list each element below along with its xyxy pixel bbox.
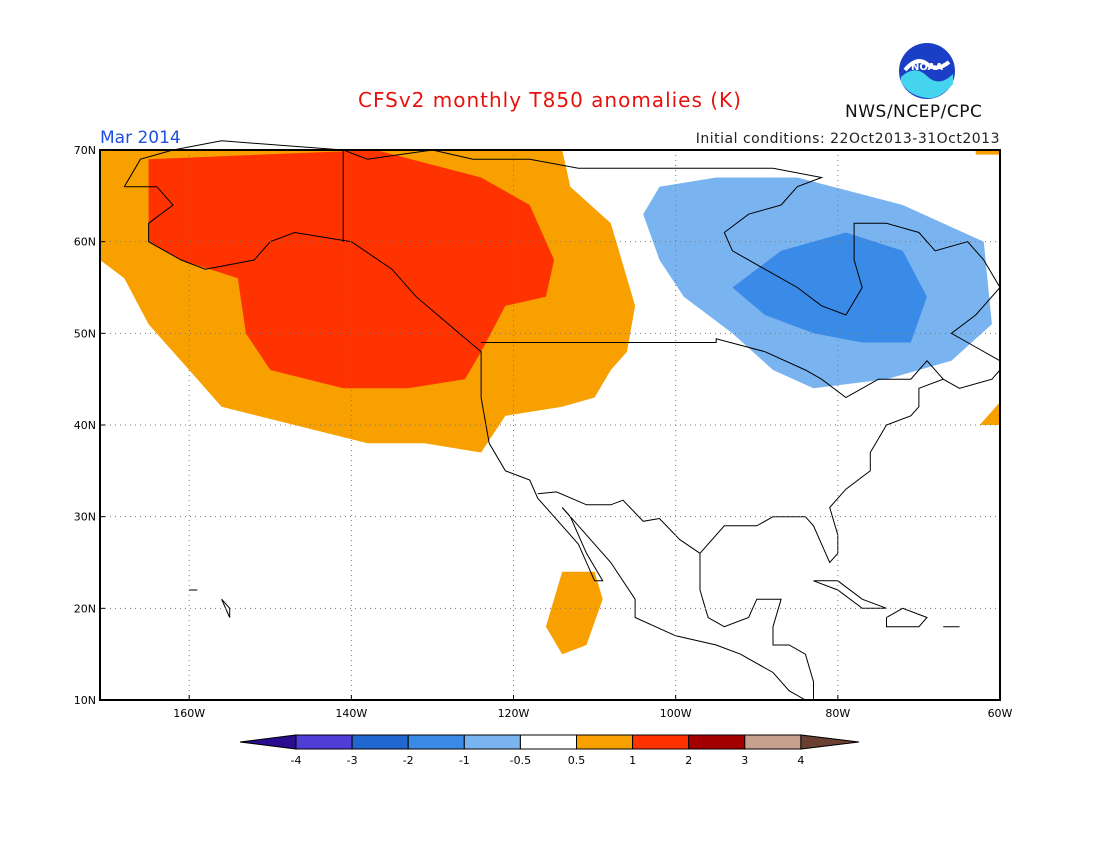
- legend-swatch: [351, 734, 409, 750]
- coastline-5: [481, 338, 944, 399]
- legend-label: 2: [685, 754, 692, 767]
- lat-tick-label: 20N: [74, 602, 96, 615]
- legend-arrow-low: [239, 734, 297, 750]
- legend-label: 0.5: [568, 754, 586, 767]
- coastline-6: [537, 491, 701, 554]
- lat-tick-label: 10N: [74, 694, 96, 707]
- lat-tick-label: 60N: [74, 236, 96, 249]
- legend-label: -0.5: [510, 754, 531, 767]
- legend-label: -1: [459, 754, 470, 767]
- color-legend: -4 -3 -2 -1 -0.5 0.5 1 2 3 4: [239, 734, 859, 767]
- axis-ticks: 160W 140W 120W 100W 80W 60W 70N 60N 50N 40N 30N 20N…: [74, 144, 1013, 720]
- legend-label: -4: [291, 754, 302, 767]
- initial-conditions: Initial conditions: 22Oct2013-31Oct2013: [695, 131, 1000, 147]
- lat-tick-label: 30N: [74, 511, 96, 524]
- coastline-9: [886, 607, 928, 628]
- map-title: CFSv2 monthly T850 anomalies (K): [358, 88, 742, 112]
- lat-lon-grid: [100, 150, 1000, 700]
- legend-swatch: [463, 734, 521, 750]
- lat-tick-label: 70N: [74, 144, 96, 157]
- lon-tick-label: 100W: [660, 707, 692, 720]
- coastline-2: [699, 553, 814, 700]
- anomaly-shading: [100, 150, 1000, 655]
- legend-swatch: [295, 734, 353, 750]
- legend-swatch: [688, 734, 746, 750]
- legend-arrow-high: [800, 734, 859, 750]
- coastline-3: [699, 369, 1001, 564]
- legend-label: 3: [741, 754, 748, 767]
- lat-tick-label: 40N: [74, 419, 96, 432]
- lon-tick-label: 140W: [335, 707, 367, 720]
- legend-label: 1: [629, 754, 636, 767]
- anomaly-region-2: [979, 402, 1000, 425]
- forecast-month: Mar 2014: [100, 128, 181, 148]
- legend-swatch: [407, 734, 465, 750]
- anomaly-region-3: [975, 150, 1000, 155]
- legend-label: -2: [403, 754, 414, 767]
- legend-swatch: [519, 734, 578, 750]
- lon-tick-label: 80W: [825, 707, 850, 720]
- svg-text:NOAA: NOAA: [911, 62, 943, 73]
- legend-swatch: [576, 734, 634, 750]
- noaa-logo: NOAA: [899, 43, 955, 99]
- lon-tick-label: 120W: [498, 707, 530, 720]
- lon-tick-label: 60W: [988, 707, 1013, 720]
- anomaly-region-1: [545, 571, 603, 655]
- legend-label: -3: [347, 754, 358, 767]
- agency-label: NWS/NCEP/CPC: [845, 102, 983, 122]
- anomaly-region-4: [148, 150, 555, 389]
- lat-tick-label: 50N: [74, 327, 96, 340]
- legend-swatch: [744, 734, 802, 750]
- legend-label: 4: [797, 754, 804, 767]
- anomaly-region-6: [732, 232, 927, 343]
- lon-tick-label: 160W: [173, 707, 205, 720]
- coastline-8: [813, 580, 887, 609]
- legend-swatch: [632, 734, 690, 750]
- coastline-0: [124, 186, 604, 582]
